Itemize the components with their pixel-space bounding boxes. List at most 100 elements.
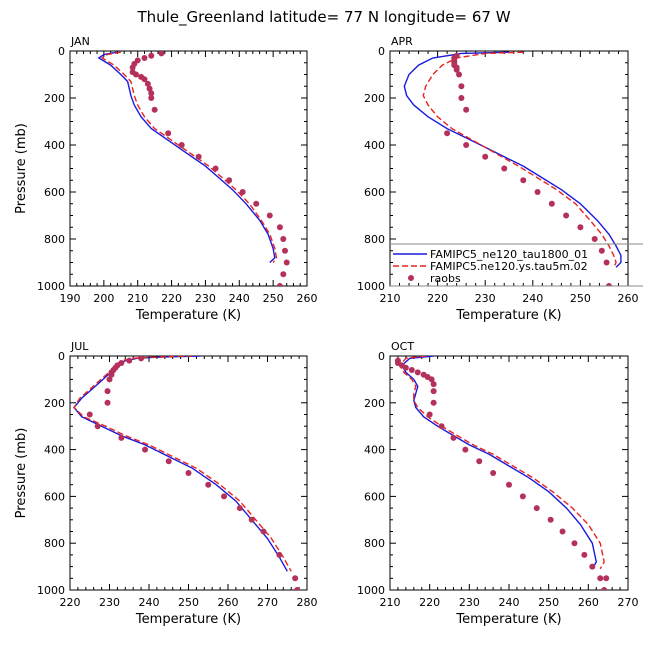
raobs-point <box>142 446 149 453</box>
x-tick-label: 250 <box>538 596 559 609</box>
raobs-point <box>106 376 113 383</box>
raobs-point <box>151 106 158 113</box>
raobs-point <box>603 575 610 582</box>
legend-label: FAMIPC5.ne120.ys.tau5m.02 <box>430 260 588 273</box>
raobs-point <box>280 271 287 278</box>
raobs-point <box>482 153 489 160</box>
raobs-point <box>248 516 255 523</box>
raobs-point <box>283 259 290 266</box>
panel-jul: 220 230 240 250 260 270 280 0 200 400 600 800 1000 JU… <box>14 340 318 627</box>
raobs-point <box>559 528 566 535</box>
x-tick-label: 200 <box>93 292 114 305</box>
model2-line <box>100 51 278 263</box>
y-tick-label: 400 <box>364 444 385 457</box>
raobs-point <box>548 200 555 207</box>
raobs-point <box>266 212 273 219</box>
y-tick-label: 400 <box>364 139 385 152</box>
legend-label: FAMIPC5_ne120_tau1800_01 <box>430 248 588 261</box>
data-area <box>97 51 290 286</box>
x-axis-label: Temperature (K) <box>455 612 561 627</box>
raobs-point <box>236 505 243 512</box>
model1-line <box>97 51 276 264</box>
raobs-point <box>276 551 283 558</box>
y-tick-label: 0 <box>378 45 385 58</box>
raobs-point <box>506 481 512 488</box>
y-tick-label: 800 <box>44 233 65 246</box>
data-area <box>73 356 301 590</box>
y-tick-label: 0 <box>58 350 65 363</box>
data-area <box>394 356 610 590</box>
raobs-point <box>430 388 437 395</box>
x-tick-label: 240 <box>229 292 250 305</box>
y-tick-label: 200 <box>44 397 65 410</box>
panel-label: JUL <box>70 340 89 353</box>
y-tick-label: 600 <box>364 490 385 503</box>
raobs-point <box>148 52 155 59</box>
raobs-point <box>108 371 115 378</box>
y-tick-label: 0 <box>378 350 385 363</box>
raobs-point <box>414 369 421 376</box>
raobs-point <box>591 236 598 242</box>
raobs-point <box>212 165 219 172</box>
x-tick-label: 240 <box>522 292 543 305</box>
raobs-point <box>141 55 148 62</box>
raobs-point <box>280 236 287 242</box>
raobs-point <box>571 540 578 547</box>
x-tick-label: 250 <box>263 292 284 305</box>
raobs-point <box>260 528 267 535</box>
raobs-point <box>144 80 151 87</box>
x-tick-label: 190 <box>60 292 81 305</box>
x-tick-label: 260 <box>297 292 318 305</box>
raobs-point <box>589 563 596 570</box>
raobs-point <box>253 200 260 207</box>
x-tick-label: 270 <box>618 596 639 609</box>
data-area <box>403 51 622 286</box>
legend-label: raobs <box>430 272 461 285</box>
raobs-point <box>221 493 228 500</box>
raobs-point <box>458 95 465 101</box>
x-tick-label: 270 <box>257 596 278 609</box>
x-axis-label: Temperature (K) <box>135 308 241 323</box>
x-tick-label: 220 <box>419 596 440 609</box>
model1-line <box>403 51 622 268</box>
y-tick-label: 800 <box>364 233 385 246</box>
raobs-point <box>450 434 457 441</box>
figure-title: Thule_Greenland latitude= 77 N longitude… <box>136 8 510 27</box>
x-tick-label: 230 <box>99 596 120 609</box>
raobs-point <box>463 142 470 148</box>
raobs-point <box>104 388 111 395</box>
raobs-point <box>605 283 612 286</box>
raobs-point <box>533 505 540 512</box>
raobs-point <box>195 153 202 160</box>
raobs-point <box>501 165 508 172</box>
raobs-point <box>444 130 451 137</box>
y-tick-label: 800 <box>44 537 65 550</box>
x-tick-label: 220 <box>60 596 81 609</box>
panel-jan: 190 200 210 220 230 240 250 260 0 200 400 600 800 100… <box>14 35 318 323</box>
raobs-point <box>129 64 136 71</box>
y-tick-label: 0 <box>58 45 65 58</box>
raobs-point <box>598 247 605 254</box>
y-tick-label: 200 <box>44 92 65 105</box>
raobs-point <box>205 481 212 488</box>
raobs-point <box>603 259 610 266</box>
y-tick-label: 200 <box>364 92 385 105</box>
raobs-point <box>456 71 463 78</box>
raobs-point <box>104 399 111 406</box>
panel-label: JAN <box>70 35 90 48</box>
raobs-point <box>462 446 469 453</box>
y-axis-label: Pressure (mb) <box>14 123 29 214</box>
raobs-point <box>408 367 415 374</box>
raobs-point <box>146 85 153 92</box>
y-tick-label: 400 <box>44 444 65 457</box>
model2-line <box>422 51 617 268</box>
raobs-point <box>86 411 93 418</box>
panel-apr: 210 220 230 240 250 260 0 200 400 600 800 1000 APR Te… <box>357 35 639 323</box>
raobs-point <box>547 516 554 523</box>
y-tick-label: 600 <box>44 186 65 199</box>
panel-label: OCT <box>391 340 414 353</box>
raobs-point <box>178 142 185 148</box>
raobs-point <box>597 575 604 582</box>
x-tick-label: 260 <box>618 292 639 305</box>
